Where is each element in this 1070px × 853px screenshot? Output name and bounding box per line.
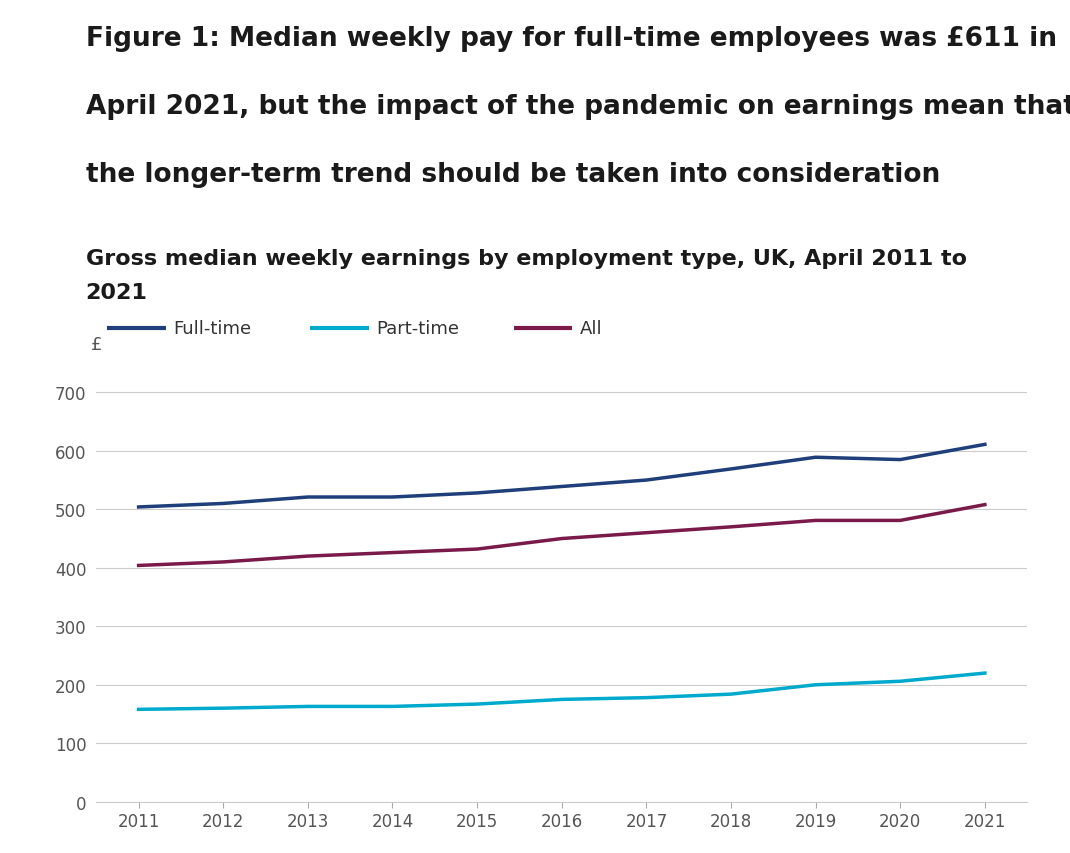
Text: Gross median weekly earnings by employment type, UK, April 2011 to: Gross median weekly earnings by employme… [86,249,966,269]
Text: All: All [580,319,602,338]
Text: Full-time: Full-time [173,319,251,338]
Text: April 2021, but the impact of the pandemic on earnings mean that: April 2021, but the impact of the pandem… [86,94,1070,119]
Text: 2021: 2021 [86,283,148,303]
Text: Figure 1: Median weekly pay for full-time employees was £611 in: Figure 1: Median weekly pay for full-tim… [86,26,1056,51]
Text: the longer-term trend should be taken into consideration: the longer-term trend should be taken in… [86,162,939,188]
Text: Part-time: Part-time [377,319,460,338]
Text: £: £ [91,336,103,354]
